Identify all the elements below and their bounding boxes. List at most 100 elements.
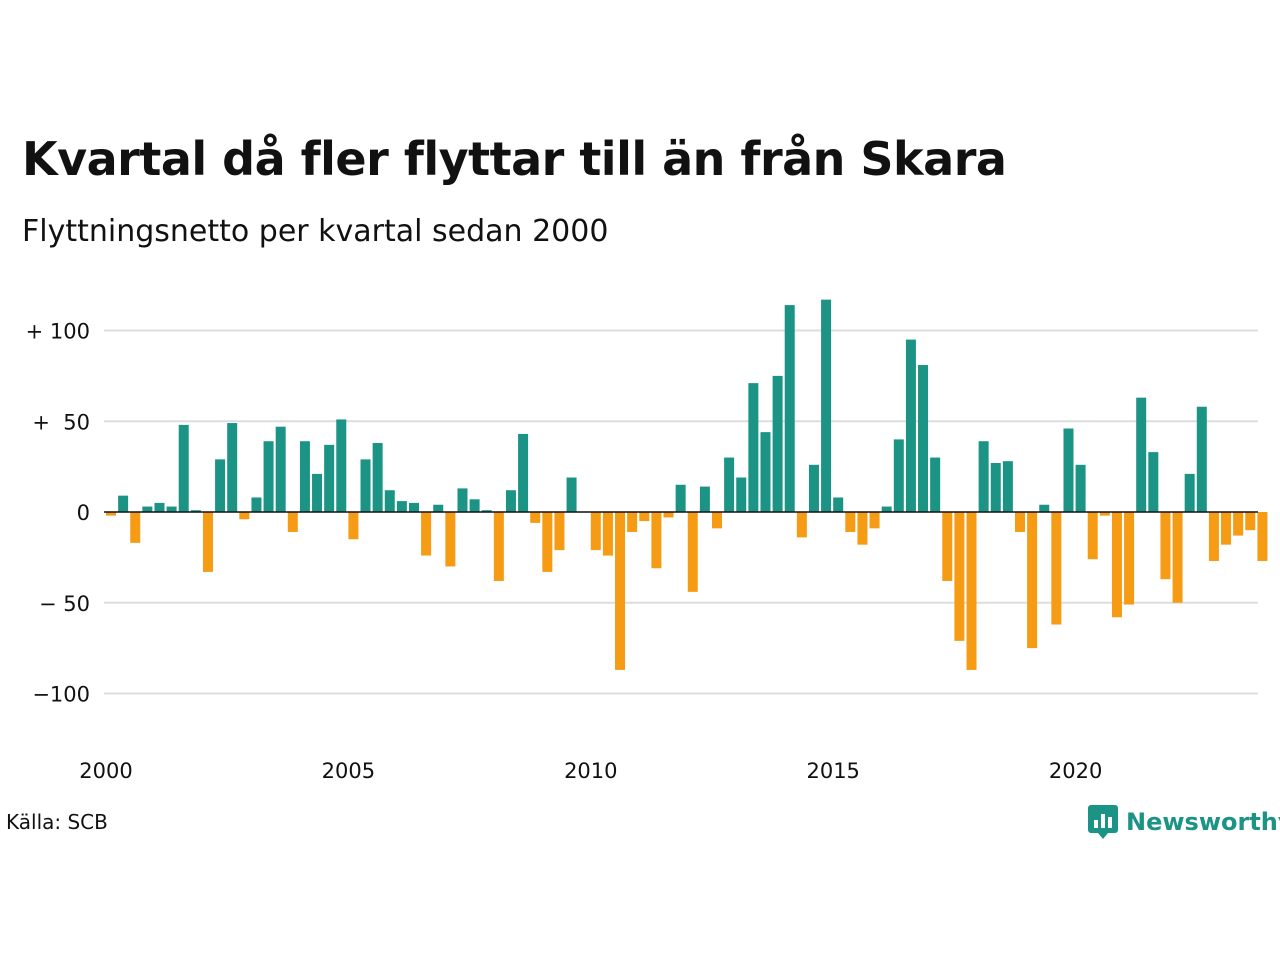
x-tick-label: 2005 (322, 759, 375, 783)
bar (712, 512, 722, 529)
bar (748, 383, 759, 512)
bar (930, 457, 941, 512)
bar (1124, 512, 1135, 605)
bar (409, 502, 419, 512)
bar (312, 473, 323, 512)
bar (275, 426, 286, 512)
bar (1111, 512, 1122, 618)
bar (1196, 406, 1207, 512)
bar (833, 497, 844, 512)
bar (130, 512, 141, 543)
y-tick-label: −100 (32, 683, 90, 707)
bar (699, 486, 710, 512)
bar (360, 459, 371, 512)
y-tick-label: 0 (77, 501, 90, 525)
bar (954, 512, 965, 641)
bar (263, 441, 274, 512)
bar (627, 512, 638, 532)
bar (227, 423, 238, 512)
bar (1051, 512, 1062, 625)
labels-layer: + 100 + 50 0 − 50 −100 2000 2005 2010 2015 2020 (26, 320, 1103, 784)
bar (324, 444, 335, 513)
bar (566, 477, 577, 512)
bar (1099, 512, 1110, 516)
bar (469, 499, 480, 513)
bar (687, 512, 698, 592)
bar (481, 510, 492, 512)
bar (493, 512, 504, 581)
bar (542, 512, 553, 572)
bar (190, 510, 201, 512)
bar (918, 364, 929, 512)
bar (1136, 397, 1147, 512)
bar (372, 443, 383, 512)
bar (1027, 512, 1038, 649)
chart-subtitle: Flyttningsnetto per kvartal sedan 2000 (22, 214, 609, 249)
bar (724, 457, 735, 512)
bar (675, 484, 686, 512)
bar (808, 464, 819, 512)
source-note: Källa: SCB (6, 810, 108, 834)
bar (1257, 512, 1268, 561)
bar (1002, 461, 1013, 512)
bar (396, 501, 407, 512)
bar (772, 375, 783, 513)
bar (1172, 512, 1183, 603)
bar (118, 495, 129, 513)
bar (639, 512, 650, 522)
bar (1184, 473, 1195, 512)
bar (421, 512, 432, 556)
bar (445, 512, 456, 567)
x-tick-label: 2000 (79, 759, 132, 783)
bar (1208, 512, 1219, 561)
bar (1221, 512, 1232, 545)
bar (1148, 452, 1159, 512)
bar (1063, 428, 1074, 512)
newsworthy-logo-icon (1088, 805, 1118, 839)
y-tick-label: + 50 (32, 410, 90, 434)
bars-layer (106, 299, 1268, 670)
bar (202, 512, 213, 572)
bar (384, 490, 395, 512)
bar (1160, 512, 1171, 580)
bar (1087, 512, 1098, 560)
bar (336, 419, 347, 512)
y-tick-label: − 50 (39, 592, 90, 616)
bar (893, 439, 904, 512)
bar (990, 463, 1001, 512)
bar (978, 441, 989, 512)
bar (881, 506, 892, 513)
bar (736, 477, 747, 512)
bar (433, 504, 444, 512)
bar (821, 299, 832, 512)
bar (251, 497, 262, 512)
bar (1245, 512, 1256, 531)
bar (299, 441, 310, 512)
bar (760, 432, 771, 512)
bar (1233, 512, 1244, 536)
bar (784, 305, 795, 512)
bar (178, 424, 189, 512)
bar (1075, 464, 1086, 512)
bar (154, 502, 165, 512)
bar (1015, 512, 1025, 532)
x-tick-label: 2020 (1049, 759, 1102, 783)
x-tick-label: 2010 (564, 759, 617, 783)
bar (590, 512, 601, 551)
chart-title: Kvartal då fler flyttar till än från Ska… (22, 132, 1007, 186)
bar (905, 339, 916, 512)
bar (166, 506, 177, 513)
bar (602, 512, 613, 556)
brand-logo: Newsworthy (1088, 804, 1280, 840)
bar (663, 512, 674, 518)
bar (796, 512, 807, 538)
bar (615, 512, 626, 670)
bar (554, 512, 565, 551)
bar (530, 512, 541, 523)
x-tick-label: 2015 (806, 759, 859, 783)
bar (239, 512, 250, 520)
bar (942, 512, 953, 581)
bar (215, 459, 226, 512)
bar (857, 512, 868, 545)
